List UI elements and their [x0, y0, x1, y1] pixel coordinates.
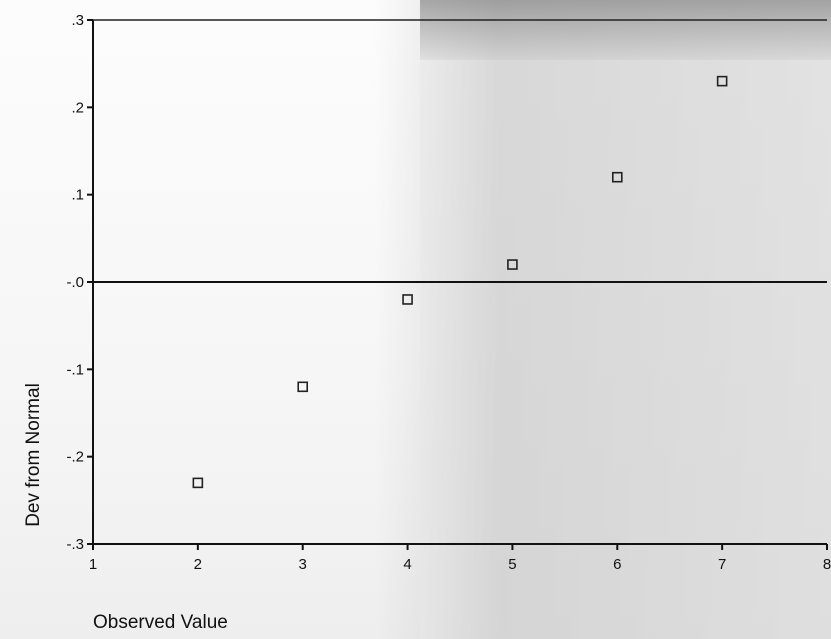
data-points: [192, 75, 728, 489]
data-point: [297, 381, 309, 393]
data-point: [402, 294, 413, 305]
x-tick-label: 4: [403, 556, 411, 573]
x-tick-label: 3: [299, 556, 307, 573]
data-point: [716, 75, 728, 87]
x-tick-label: 6: [613, 556, 621, 573]
x-tick-label: 2: [194, 556, 202, 573]
x-tick-label: 5: [508, 556, 516, 573]
x-axis-label: Observed Value: [93, 612, 228, 633]
x-axis-ticks: 1 2 3 4 5 6 7 8: [89, 544, 831, 573]
page-background-top-shadow: [420, 0, 831, 60]
y-tick-label: -.1: [66, 361, 84, 378]
y-tick-label: .1: [71, 187, 84, 204]
y-axis-ticks: .3 .2 .1 -.0 -.1 -.2 -.3: [66, 12, 93, 553]
y-axis-label: Dev from Normal: [23, 383, 44, 527]
y-tick-label: -.3: [66, 536, 84, 553]
y-tick-label: -.2: [66, 449, 84, 466]
x-tick-label: 8: [823, 556, 831, 573]
data-point: [192, 477, 204, 489]
x-tick-label: 7: [718, 556, 726, 573]
y-tick-label: -.0: [66, 274, 84, 291]
data-point: [507, 259, 518, 270]
x-tick-label: 1: [89, 556, 97, 573]
data-point: [611, 171, 623, 183]
y-tick-label: .2: [71, 99, 84, 116]
y-tick-label: .3: [71, 12, 84, 29]
